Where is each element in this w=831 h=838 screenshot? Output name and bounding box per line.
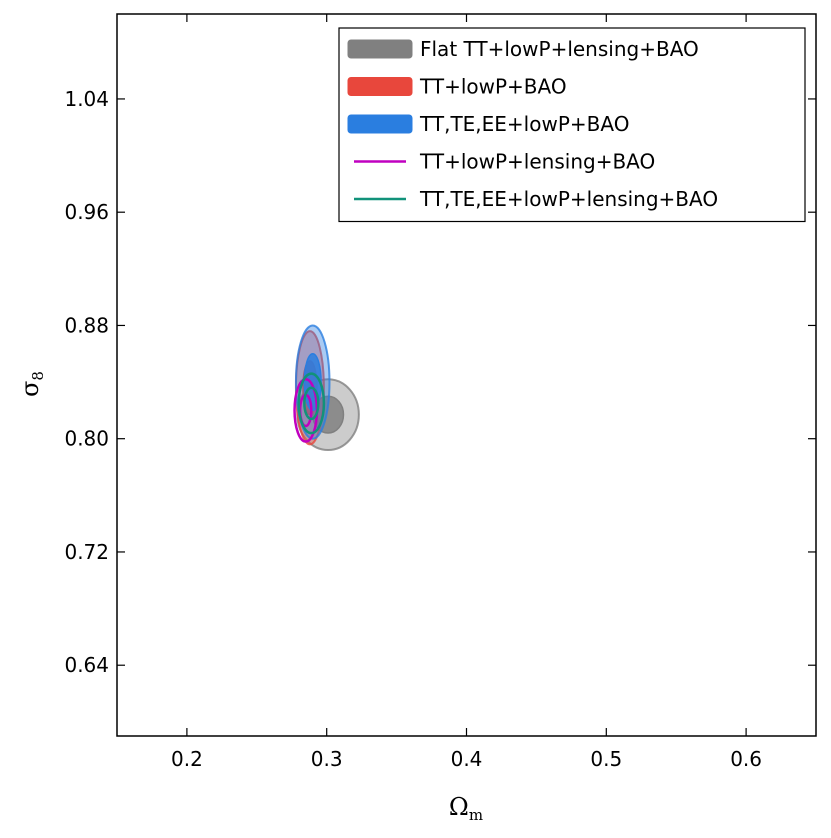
legend-swatch	[347, 114, 413, 134]
x-tick-label: 0.3	[311, 747, 343, 771]
legend-label: TT,TE,EE+lowP+BAO	[419, 112, 629, 136]
legend-label: TT,TE,EE+lowP+lensing+BAO	[419, 187, 718, 211]
x-axis-label-subscript: m	[469, 806, 483, 824]
contour-outer	[297, 372, 326, 435]
y-tick-label: 1.04	[64, 87, 109, 111]
legend-item-tt-lowp-lensing-bao: TT+lowP+lensing+BAO	[354, 150, 655, 174]
legend-label: Flat TT+lowP+lensing+BAO	[420, 37, 699, 61]
legend-item-tt-te-ee-lowp-lensing-bao: TT,TE,EE+lowP+lensing+BAO	[354, 187, 718, 211]
y-axis-label: σ8	[16, 371, 47, 397]
legend-item-tt-lowp-bao: TT+lowP+BAO	[347, 75, 567, 99]
y-tick-label: 0.88	[64, 313, 109, 337]
legend-label: TT+lowP+lensing+BAO	[419, 150, 655, 174]
x-tick-label: 0.5	[590, 747, 622, 771]
legend-item-flat-tt-lowp-lensing-bao: Flat TT+lowP+lensing+BAO	[347, 37, 699, 61]
legend-swatch	[347, 77, 413, 96]
legend: Flat TT+lowP+lensing+BAO TT+lowP+BAO TT,TE…	[338, 27, 806, 223]
y-tick-label: 0.80	[64, 427, 109, 451]
axis-ticks: 0.2 0.3 0.4 0.5 0.6 0.64 0.72 0.80 0.88 0.96 1.04	[64, 14, 816, 771]
x-axis-label: Ωm	[449, 793, 483, 824]
x-tick-label: 0.2	[171, 747, 203, 771]
y-tick-label: 0.96	[64, 200, 109, 224]
y-tick-label: 0.64	[64, 653, 109, 677]
contour-inner	[303, 386, 320, 421]
x-tick-label: 0.4	[451, 747, 483, 771]
legend-label: TT+lowP+BAO	[419, 75, 567, 99]
legend-box	[338, 27, 806, 223]
y-axis-label-subscript: 8	[29, 371, 47, 381]
contour-tt-te-ee-lowp-lensing-bao	[297, 372, 326, 435]
plot-area	[293, 324, 360, 452]
legend-swatch	[347, 39, 413, 59]
legend-item-tt-te-ee-lowp-bao: TT,TE,EE+lowP+BAO	[347, 112, 629, 136]
y-tick-label: 0.72	[64, 540, 109, 564]
x-tick-label: 0.6	[730, 747, 762, 771]
